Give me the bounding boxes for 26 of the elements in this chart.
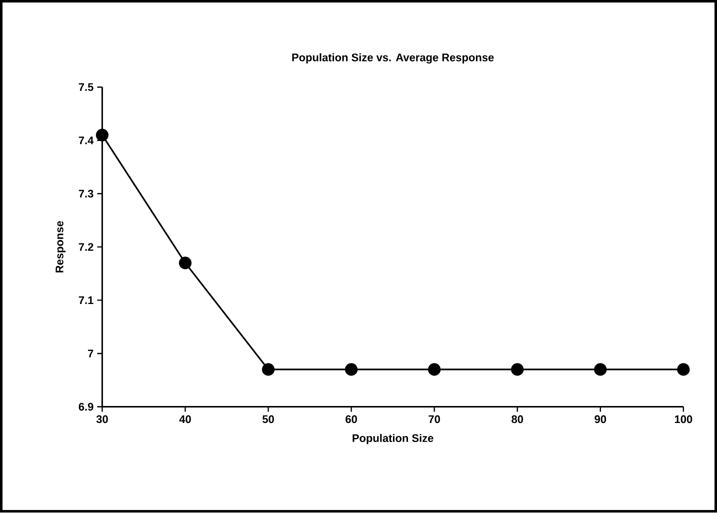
x-tick-label: 70 [428, 416, 440, 424]
y-axis-title: Response [56, 221, 66, 273]
y-tick-label: 7.2 [78, 243, 94, 251]
x-tick-label: 90 [594, 416, 606, 424]
x-tick-label: 40 [179, 416, 191, 424]
x-tick-label: 100 [674, 416, 692, 424]
x-axis-title: Population Size [352, 434, 434, 444]
x-tick-label: 80 [512, 416, 524, 424]
point [178, 256, 192, 270]
chart-title: Population Size vs. Average Response [292, 53, 494, 64]
x-tick-label: 50 [262, 416, 274, 424]
y-tick-label: 7.5 [78, 83, 94, 92]
y-tick-label: 7.3 [78, 190, 94, 198]
y-tick-label: 7.4 [78, 136, 94, 144]
y-tick-label: 7.1 [78, 296, 94, 304]
x-tick-label: 60 [346, 416, 357, 424]
point [96, 128, 109, 142]
point [344, 363, 358, 376]
y-tick-label: 6.9 [78, 403, 94, 411]
point [677, 363, 690, 376]
x-tick-label: 30 [96, 416, 108, 424]
y-tick-label: 7 [88, 350, 94, 358]
point [511, 363, 524, 376]
point [594, 363, 607, 376]
point [262, 363, 275, 376]
point [428, 363, 441, 376]
